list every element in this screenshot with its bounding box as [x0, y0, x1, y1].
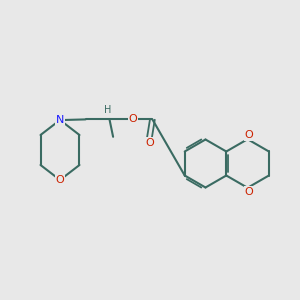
Text: N: N — [56, 115, 64, 125]
Text: H: H — [104, 105, 112, 116]
Text: O: O — [56, 175, 64, 185]
Text: O: O — [145, 138, 154, 148]
Text: O: O — [245, 130, 254, 140]
Text: O: O — [128, 114, 137, 124]
Text: O: O — [245, 187, 254, 197]
